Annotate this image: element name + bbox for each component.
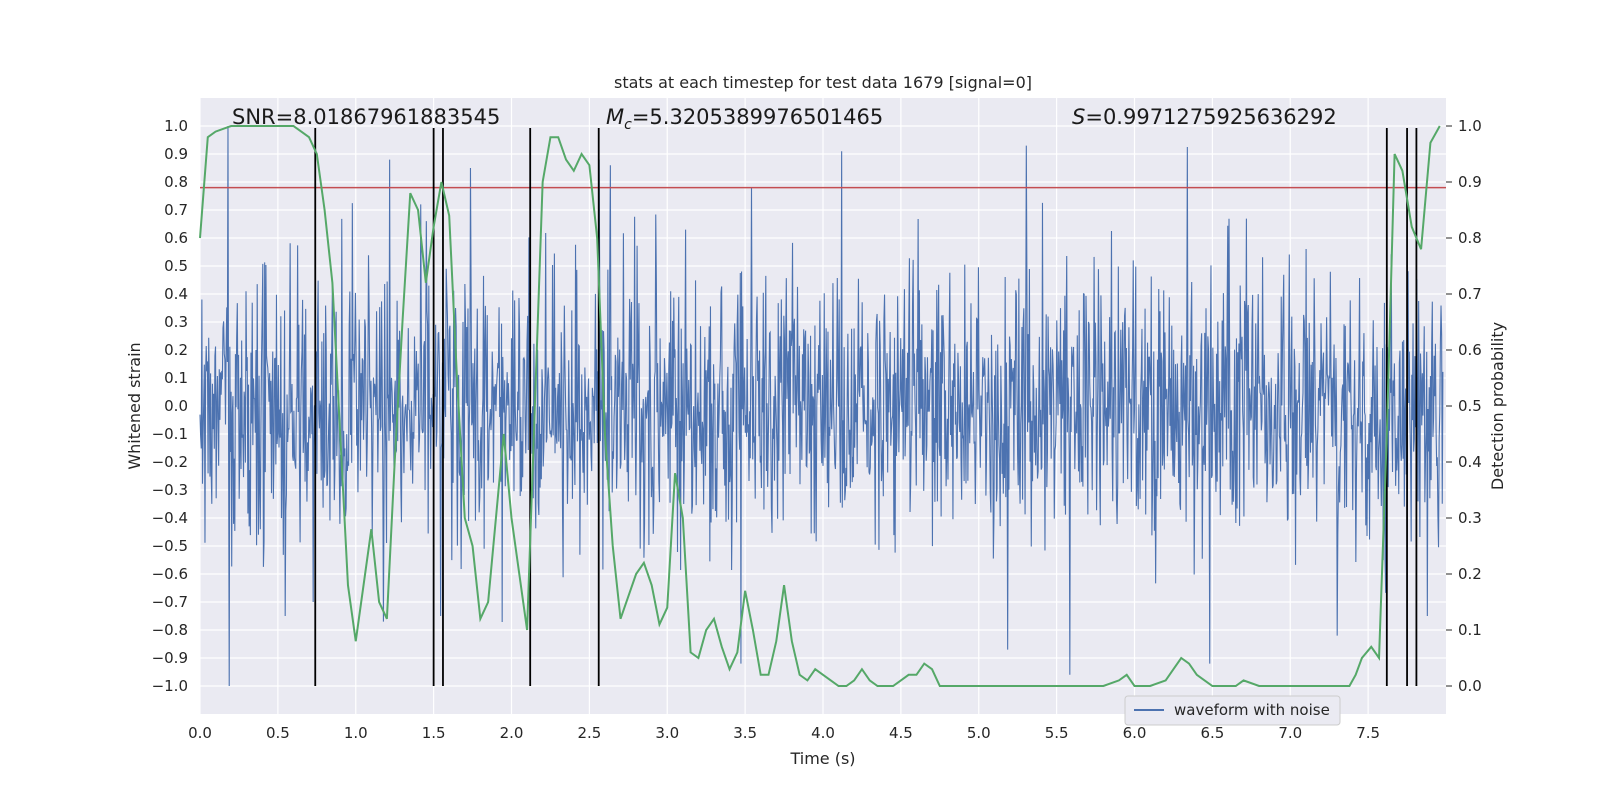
chirp-mass-annotation: Mc=5.3205389976501465	[606, 105, 883, 133]
x-tick-label: 2.0	[500, 724, 524, 742]
legend: waveform with noise	[1124, 695, 1341, 726]
chart-title: stats at each timestep for test data 167…	[614, 73, 1032, 92]
y-left-tick-label: −0.9	[152, 649, 188, 667]
y-left-tick-label: 0.9	[164, 145, 188, 163]
s-symbol: S	[1072, 105, 1085, 129]
y-left-tick-label: 0.4	[164, 285, 188, 303]
waveform-line	[199, 125, 1444, 687]
x-tick-label: 6.5	[1200, 724, 1224, 742]
y-left-tick-label: 0.0	[164, 397, 188, 415]
y-left-tick-label: −0.8	[152, 621, 188, 639]
y-left-tick-label: −0.6	[152, 565, 188, 583]
legend-label: waveform with noise	[1174, 701, 1330, 719]
y-left-tick-label: −0.4	[152, 509, 188, 527]
y-left-tick-label: 0.7	[164, 201, 188, 219]
y-left-tick-label: −1.0	[152, 677, 188, 695]
chirp-mass-subscript: c	[624, 117, 632, 133]
y-left-tick-label: 1.0	[164, 117, 188, 135]
y-right-tick-label: 0.1	[1458, 621, 1482, 639]
chirp-mass-symbol: M	[606, 105, 624, 129]
x-tick-label: 6.0	[1123, 724, 1147, 742]
y-left-tick-label: −0.2	[152, 453, 188, 471]
x-tick-label: 4.0	[811, 724, 835, 742]
detection-probability-series	[199, 125, 1441, 687]
x-tick-label: 5.5	[1045, 724, 1069, 742]
y-right-axis-ticks: 1.0 0.9 0.8 0.7 0.6 0.5 0.4 0.3 0.2 0.1 0.0	[1446, 117, 1482, 695]
y-left-axis-label: Whitened strain	[125, 342, 144, 469]
x-tick-label: 1.0	[344, 724, 368, 742]
x-tick-label: 7.0	[1278, 724, 1302, 742]
y-left-axis-ticks: 1.0 0.9 0.8 0.7 0.6 0.5 0.4 0.3 0.2 0.1 0.0 −0.1 −0.…	[152, 117, 188, 695]
snr-annotation: SNR=8.01867961883545	[232, 105, 500, 129]
y-left-tick-label: 0.6	[164, 229, 188, 247]
y-right-tick-label: 0.7	[1458, 285, 1482, 303]
x-axis-label: Time (s)	[789, 749, 855, 768]
y-left-tick-label: 0.8	[164, 173, 188, 191]
x-tick-label: 7.5	[1356, 724, 1380, 742]
y-left-tick-label: −0.3	[152, 481, 188, 499]
x-tick-label: 2.5	[577, 724, 601, 742]
x-tick-label: 4.5	[889, 724, 913, 742]
y-right-tick-label: 0.8	[1458, 229, 1482, 247]
y-right-tick-label: 0.9	[1458, 173, 1482, 191]
y-right-axis-label: Detection probability	[1488, 322, 1507, 490]
y-right-tick-label: 0.2	[1458, 565, 1482, 583]
s-value: =0.9971275925636292	[1085, 105, 1336, 129]
x-tick-label: 3.5	[733, 724, 757, 742]
y-right-tick-label: 0.3	[1458, 509, 1482, 527]
x-tick-label: 0.5	[266, 724, 290, 742]
y-left-tick-label: −0.1	[152, 425, 188, 443]
x-tick-label: 3.0	[655, 724, 679, 742]
y-right-tick-label: 0.5	[1458, 397, 1482, 415]
x-tick-label: 1.5	[422, 724, 446, 742]
y-left-tick-label: −0.5	[152, 537, 188, 555]
chirp-mass-value: =5.3205389976501465	[632, 105, 883, 129]
y-left-tick-label: 0.1	[164, 369, 188, 387]
legend-box	[1124, 695, 1341, 726]
x-axis-ticks: 0.0 0.5 1.0 1.5 2.0 2.5 3.0 3.5 4.0 4.5 5.0 5.5 6.0 6…	[188, 724, 1380, 742]
y-left-tick-label: −0.7	[152, 593, 188, 611]
y-right-tick-label: 0.0	[1458, 677, 1482, 695]
x-tick-label: 0.0	[188, 724, 212, 742]
s-annotation: S=0.9971275925636292	[1072, 105, 1337, 129]
y-right-tick-label: 1.0	[1458, 117, 1482, 135]
x-tick-label: 5.0	[967, 724, 991, 742]
y-left-tick-label: 0.2	[164, 341, 188, 359]
y-right-tick-label: 0.6	[1458, 341, 1482, 359]
y-left-tick-label: 0.5	[164, 257, 188, 275]
waveform-series	[199, 125, 1444, 687]
y-left-tick-label: 0.3	[164, 313, 188, 331]
y-right-tick-label: 0.4	[1458, 453, 1482, 471]
